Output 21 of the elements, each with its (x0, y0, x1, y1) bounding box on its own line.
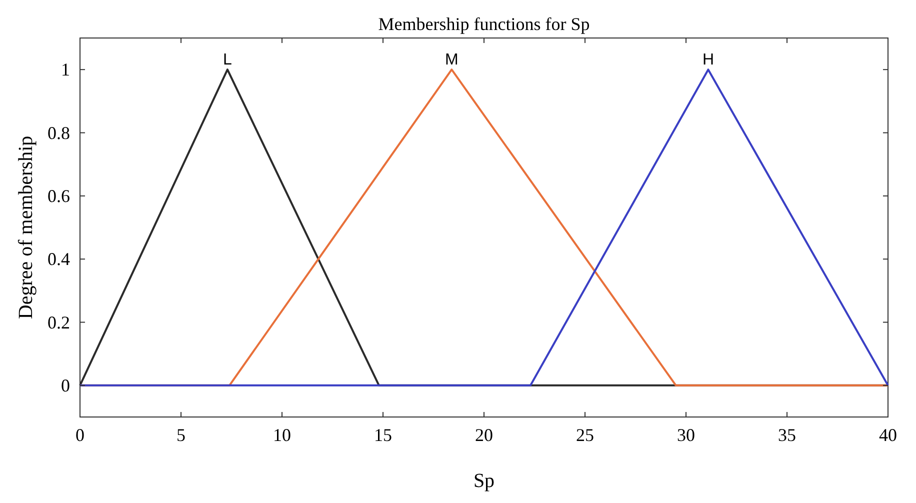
series-label: M (445, 52, 458, 69)
y-tick-label: 0.2 (48, 312, 70, 332)
series-label: H (702, 52, 714, 69)
x-tick-label: 0 (76, 425, 84, 445)
x-tick-label: 15 (374, 425, 392, 445)
x-tick-label: 30 (677, 425, 695, 445)
y-tick-label: 1 (61, 60, 70, 80)
y-tick-label: 0.4 (48, 249, 70, 270)
y-tick-label: 0 (61, 375, 70, 396)
x-tick-label: 5 (176, 425, 186, 445)
y-tick-label: 0.6 (48, 186, 70, 206)
series-label: L (223, 52, 232, 69)
x-tick-label: 10 (273, 425, 291, 445)
x-axis-title: Sp (473, 470, 495, 492)
x-tick-label: 35 (778, 425, 796, 445)
x-tick-label: 40 (879, 425, 897, 445)
x-tick-label: 20 (475, 425, 493, 445)
y-axis-title: Degree of membership (15, 136, 37, 320)
x-tick-label: 25 (576, 425, 594, 445)
y-tick-label: 0.8 (48, 122, 70, 143)
chart-title: Membership functions for Sp (378, 14, 590, 34)
